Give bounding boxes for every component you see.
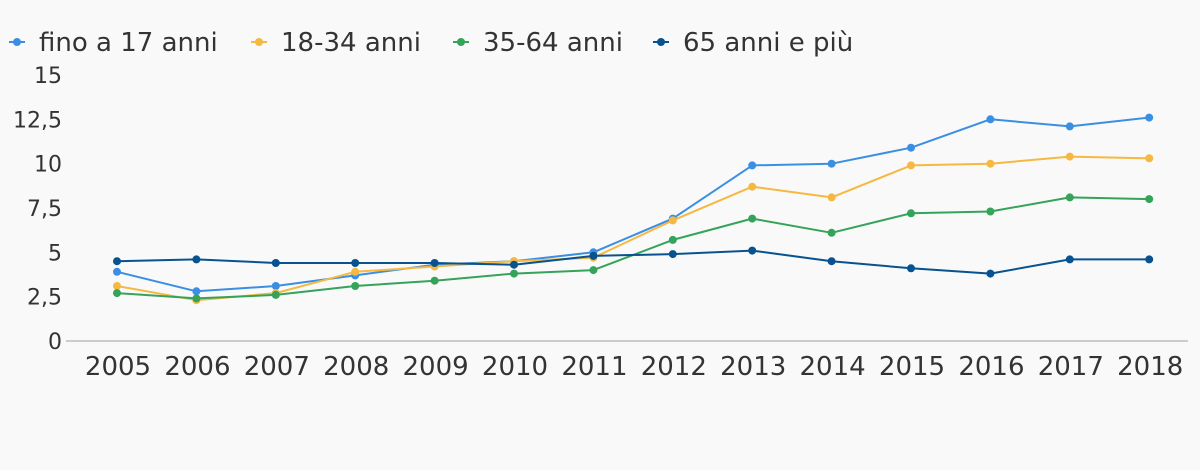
y-tick-label: 7,5 <box>27 197 62 222</box>
data-point[interactable] <box>668 216 677 225</box>
legend-item[interactable]: 35-64 anni <box>453 28 623 58</box>
data-point[interactable] <box>589 266 598 275</box>
data-point[interactable] <box>1145 113 1154 122</box>
data-point[interactable] <box>668 235 677 244</box>
legend-swatch-marker <box>255 38 263 46</box>
x-tick-label: 2013 <box>720 352 786 382</box>
legend-item[interactable]: 65 anni e più <box>653 28 853 58</box>
data-point[interactable] <box>113 282 121 290</box>
x-tick-label: 2016 <box>958 352 1024 382</box>
data-point[interactable] <box>748 246 757 255</box>
series-layer <box>113 113 1154 305</box>
data-point[interactable] <box>192 294 201 303</box>
y-tick-label: 15 <box>34 64 62 89</box>
data-point[interactable] <box>510 269 518 278</box>
y-tick-label: 2,5 <box>27 286 62 311</box>
data-point[interactable] <box>192 255 201 264</box>
data-point[interactable] <box>986 269 995 278</box>
legend-swatch-marker <box>657 38 665 46</box>
data-point[interactable] <box>589 251 598 260</box>
y-tick-label: 5 <box>48 241 62 266</box>
data-point[interactable] <box>1065 122 1074 131</box>
legend-swatch-marker <box>457 38 465 46</box>
data-point[interactable] <box>1065 255 1074 264</box>
data-point[interactable] <box>430 259 439 267</box>
series-2 <box>113 193 1154 303</box>
data-point[interactable] <box>351 267 360 276</box>
data-point[interactable] <box>907 143 915 152</box>
data-point[interactable] <box>113 267 121 276</box>
legend-swatch-marker <box>13 38 21 46</box>
data-point[interactable] <box>113 289 121 298</box>
data-point[interactable] <box>192 287 201 296</box>
x-tick-label: 2009 <box>403 352 469 382</box>
x-tick-label: 2008 <box>323 352 389 382</box>
data-point[interactable] <box>430 276 439 285</box>
data-point[interactable] <box>1065 152 1074 161</box>
data-point[interactable] <box>1145 255 1154 264</box>
x-tick-label: 2006 <box>164 352 230 382</box>
legend: fino a 17 anni 18-34 anni 35-64 anni 65 ann… <box>9 28 853 58</box>
data-point[interactable] <box>271 259 280 267</box>
x-tick-label: 2010 <box>482 352 548 382</box>
data-point[interactable] <box>986 159 995 168</box>
data-point[interactable] <box>1145 154 1154 163</box>
data-point[interactable] <box>827 193 836 202</box>
data-point[interactable] <box>986 207 995 216</box>
y-tick-label: 0 <box>48 330 62 355</box>
y-tick-label: 12,5 <box>13 108 62 133</box>
x-tick-label: 2011 <box>561 352 627 382</box>
series-line <box>116 249 1150 275</box>
data-point[interactable] <box>351 282 360 290</box>
data-point[interactable] <box>827 159 836 168</box>
data-point[interactable] <box>1145 195 1154 204</box>
x-tick-label: 2015 <box>879 352 945 382</box>
x-tick-label: 2012 <box>641 352 707 382</box>
y-axis-ticks: 0 2,5 5 7,5 10 12,5 15 <box>13 64 62 355</box>
series-3 <box>113 246 1154 278</box>
data-point[interactable] <box>271 290 280 299</box>
x-tick-label: 2018 <box>1117 352 1183 382</box>
data-point[interactable] <box>907 161 915 170</box>
x-tick-label: 2007 <box>244 352 310 382</box>
y-tick-label: 10 <box>34 153 62 178</box>
series-line <box>116 116 1150 293</box>
series-0 <box>113 113 1154 296</box>
data-point[interactable] <box>907 264 915 273</box>
series-line <box>116 196 1150 300</box>
data-point[interactable] <box>827 257 836 266</box>
x-tick-label: 2014 <box>800 352 866 382</box>
data-point[interactable] <box>748 214 757 223</box>
series-1 <box>113 152 1154 305</box>
legend-label: 18-34 anni <box>281 28 421 58</box>
legend-label: 35-64 anni <box>483 28 623 58</box>
legend-item[interactable]: 18-34 anni <box>251 28 421 58</box>
data-point[interactable] <box>907 209 915 218</box>
x-tick-label: 2017 <box>1038 352 1104 382</box>
data-point[interactable] <box>351 259 360 267</box>
data-point[interactable] <box>748 161 757 170</box>
x-tick-label: 2005 <box>85 352 151 382</box>
data-point[interactable] <box>668 250 677 259</box>
legend-label: 65 anni e più <box>683 28 853 58</box>
x-axis-ticks: 2005 2006 2007 2008 2009 2010 2011 2012 2013 2014… <box>85 352 1183 382</box>
series-line <box>116 155 1150 302</box>
data-point[interactable] <box>510 260 518 269</box>
data-point[interactable] <box>748 182 757 191</box>
legend-item[interactable]: fino a 17 anni <box>9 28 218 58</box>
data-point[interactable] <box>827 228 836 237</box>
data-point[interactable] <box>113 257 121 266</box>
data-point[interactable] <box>986 115 995 124</box>
legend-label: fino a 17 anni <box>39 28 218 58</box>
data-point[interactable] <box>1065 193 1074 202</box>
data-point[interactable] <box>271 282 280 290</box>
